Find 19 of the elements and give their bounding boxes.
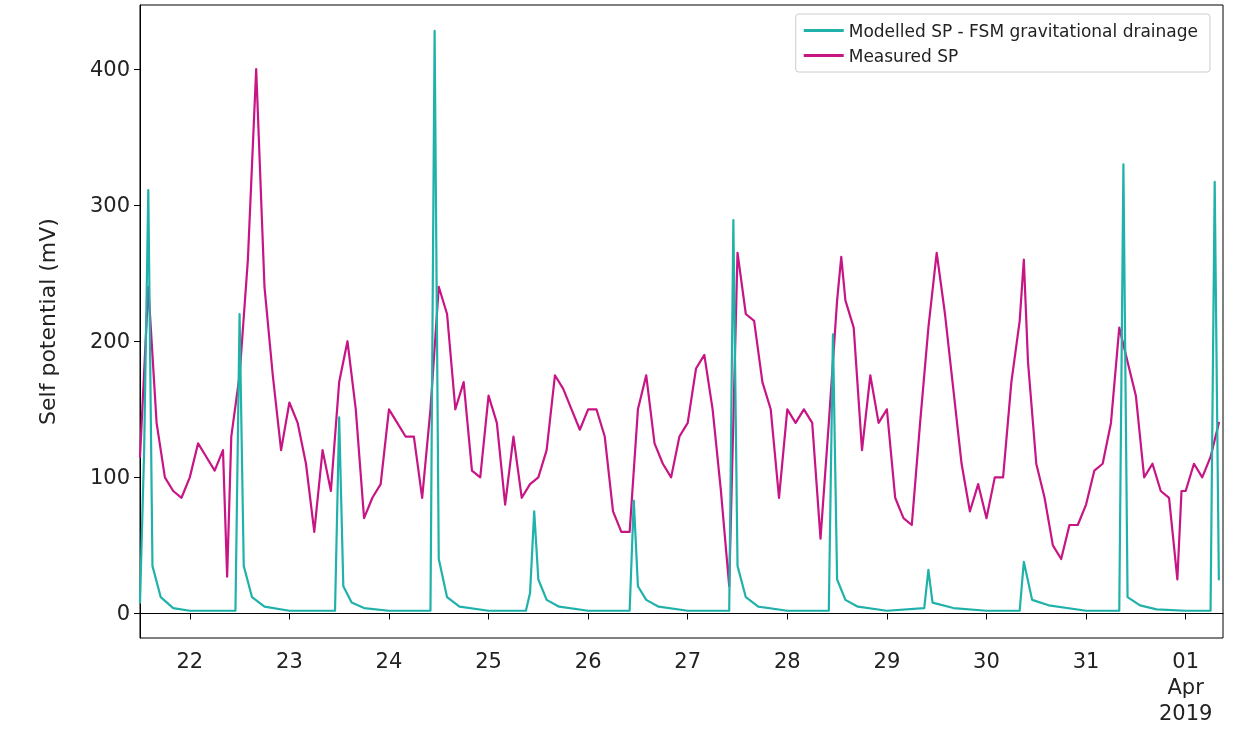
x-tick-label: 01 Apr 2019 xyxy=(1158,649,1213,725)
legend-label: Measured SP xyxy=(848,45,959,66)
x-tick-label: 29 xyxy=(873,649,901,673)
x-tick-label: 24 xyxy=(375,649,403,673)
y-tick-label: 0 xyxy=(116,601,130,626)
x-tick-label: 30 xyxy=(973,649,1000,673)
y-tick-label: 100 xyxy=(89,465,130,490)
x-tick-label: 31 xyxy=(1072,649,1100,673)
x-tick-label: 23 xyxy=(276,649,303,673)
legend-label: Modelled SP - FSM gravitational drainage xyxy=(848,20,1198,41)
y-tick-label: 400 xyxy=(89,56,130,81)
x-tick-label: 25 xyxy=(475,649,502,673)
y-tick-label: 300 xyxy=(89,193,130,218)
x-tick-label: 26 xyxy=(574,649,602,673)
x-tick-label: 28 xyxy=(773,649,801,673)
y-tick-label: 200 xyxy=(89,329,130,354)
x-tick-label: 27 xyxy=(674,649,702,673)
y-axis-title: Self potential (mV) xyxy=(34,218,60,425)
x-tick-label: 22 xyxy=(176,649,204,673)
